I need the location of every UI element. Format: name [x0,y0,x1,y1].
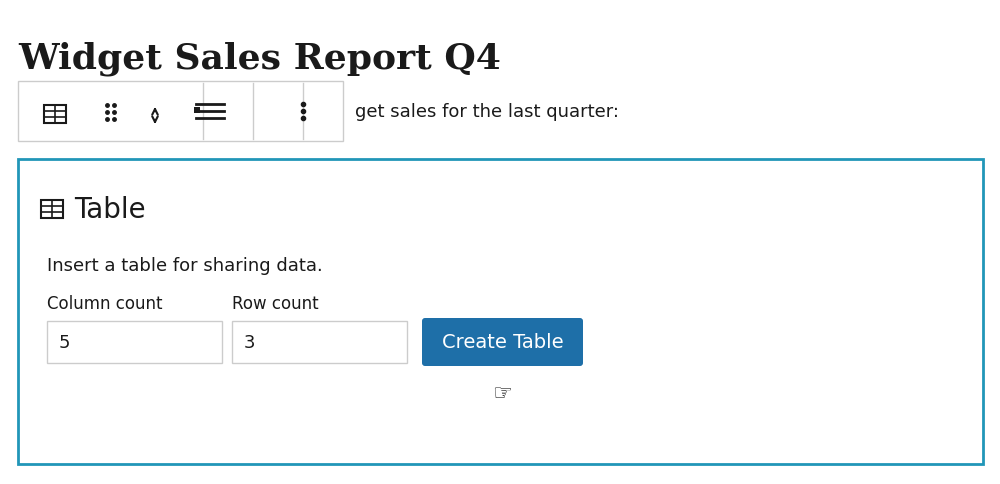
FancyBboxPatch shape [232,321,407,363]
FancyBboxPatch shape [47,321,222,363]
Bar [44,106,66,123]
Text: Column count: Column count [47,294,162,312]
Text: Create Table: Create Table [442,333,563,352]
Text: ☞: ☞ [492,383,512,403]
Text: Widget Sales Report Q4: Widget Sales Report Q4 [18,42,501,76]
Bar [41,201,63,218]
Text: Row count: Row count [232,294,319,312]
Text: 5: 5 [59,333,70,351]
FancyBboxPatch shape [18,82,343,142]
FancyBboxPatch shape [18,160,983,464]
Text: 3: 3 [244,333,256,351]
Text: Insert a table for sharing data.: Insert a table for sharing data. [47,257,323,274]
Text: Table: Table [74,196,146,224]
Bar [194,108,200,114]
Text: get sales for the last quarter:: get sales for the last quarter: [355,103,619,121]
FancyBboxPatch shape [422,318,583,366]
